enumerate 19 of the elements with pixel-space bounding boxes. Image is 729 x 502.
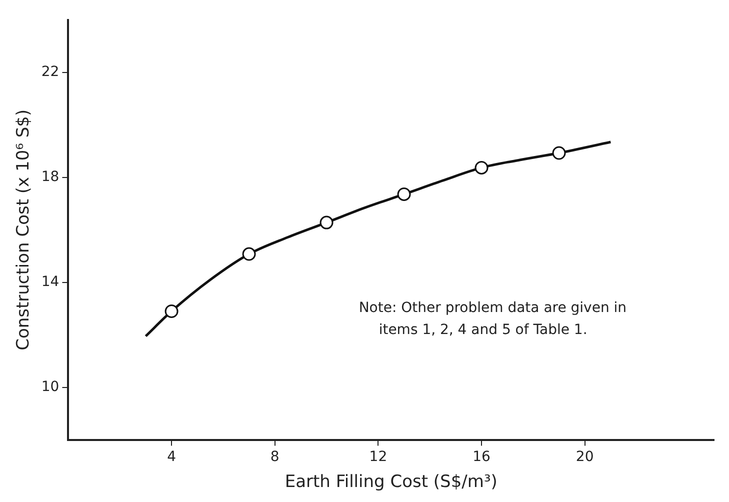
y-tick-label: 22 xyxy=(41,64,60,80)
x-tick-label: 12 xyxy=(369,448,388,465)
y-tick-label: 14 xyxy=(41,274,60,290)
point xyxy=(397,187,411,201)
point xyxy=(474,160,488,174)
y-tick-label: 18 xyxy=(41,169,60,186)
point xyxy=(242,247,256,261)
x-tick-label: 8 xyxy=(270,448,280,465)
point xyxy=(164,304,178,318)
y-axis-title: Construction Cost (x 10⁶ S$) xyxy=(14,109,34,350)
line-series xyxy=(144,140,612,338)
x-tick-label: 4 xyxy=(167,448,176,465)
x-tick-label: 16 xyxy=(472,448,491,465)
annotation: Note: Other problem data are given in items 1, 2, 4 and 5 of Table 1. xyxy=(358,300,627,338)
y-tick-label: 10 xyxy=(41,378,60,395)
point xyxy=(552,146,566,160)
point xyxy=(320,216,334,230)
x-tick-label: 20 xyxy=(576,448,594,465)
x-axis-title: Earth Filling Cost (S$/m³) xyxy=(284,472,498,492)
